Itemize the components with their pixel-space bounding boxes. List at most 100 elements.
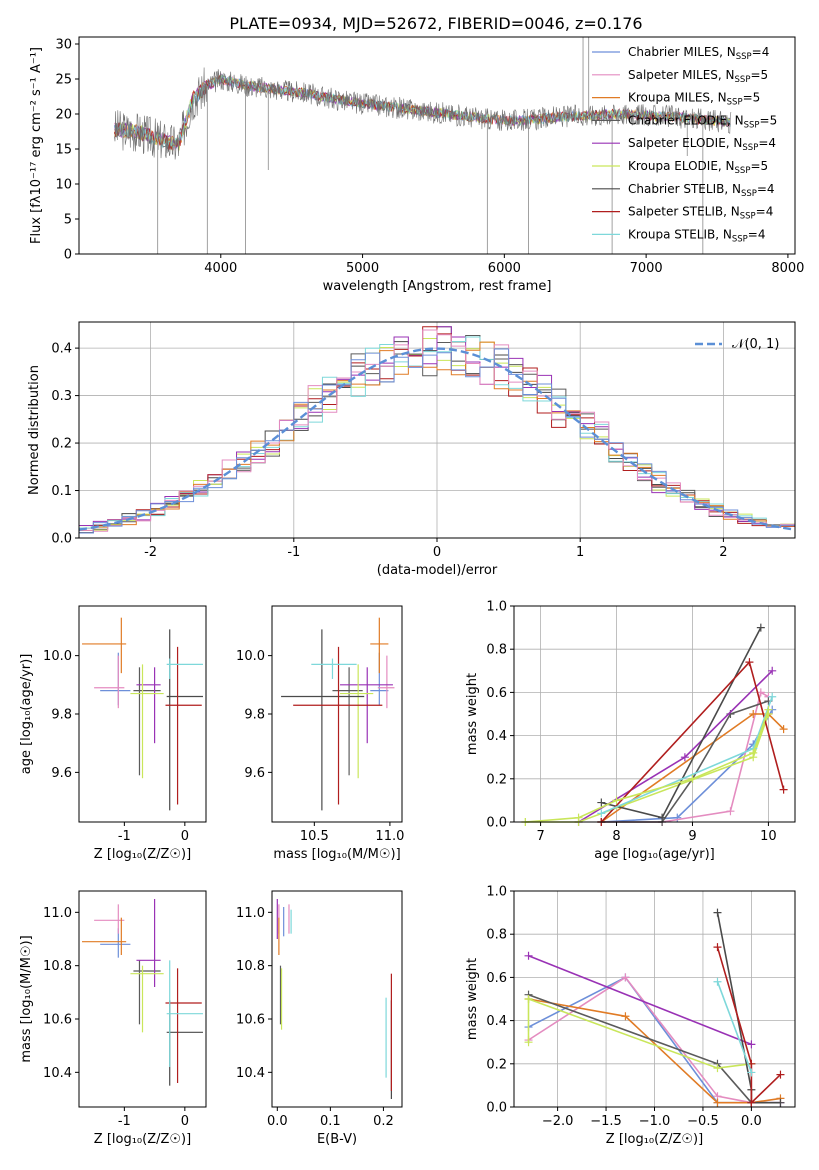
massweight-line — [716, 981, 753, 1073]
x-tick-label: 2 — [719, 545, 727, 560]
normal-curve — [79, 347, 795, 531]
figure-title: PLATE=0934, MJD=52672, FIBERID=0046, z=0… — [229, 14, 642, 33]
y-tick-label: 15 — [55, 143, 72, 158]
y-tick-label: 0.4 — [51, 342, 72, 357]
legend-entry: Chabrier ELODIE, NSSP=5 — [628, 113, 777, 130]
y-tick-label: 0 — [64, 248, 72, 263]
plot-area — [114, 37, 732, 254]
y-tick-label: 10.8 — [236, 959, 265, 974]
massweight-line — [525, 709, 770, 823]
spectrum-panel: 4000 5000 6000 7000 8000 0 5 10 15 20 25 30 waveleng… — [29, 36, 804, 294]
x-tick-label: 8000 — [771, 261, 804, 276]
x-tick-label: −2.0 — [542, 1114, 574, 1129]
x-tick-label: -1 — [287, 545, 300, 560]
y-tick-label: 1.0 — [486, 885, 507, 900]
x-tick-label: 5000 — [346, 261, 379, 276]
histogram-step — [79, 348, 795, 538]
legend-subscript: SSP — [732, 234, 748, 244]
legend-subscript: SSP — [740, 212, 756, 222]
legend-subscript: SSP — [744, 120, 760, 130]
y-tick-label: 9.8 — [244, 708, 265, 723]
y-tick-label: 0.4 — [486, 1014, 507, 1029]
massweight-line — [528, 955, 752, 1046]
axes-frame — [78, 890, 207, 1108]
legend-count: =5 — [760, 113, 778, 127]
massweight-marker — [726, 807, 735, 816]
y-axis-label: mass weight — [465, 958, 480, 1040]
y-tick-label: 11.0 — [43, 906, 72, 921]
massweight-marker — [713, 1064, 722, 1073]
legend-subscript: SSP — [735, 75, 751, 85]
massweight-marker — [524, 951, 533, 960]
x-tick-label: 0 — [181, 829, 189, 844]
legend-count: =4 — [752, 45, 770, 59]
y-tick-label: 10 — [55, 178, 72, 193]
age-vs-mass-panel: 10.5 11.0 9.6 9.8 10.0 mass [log₁₀(M/M☉)] — [236, 605, 404, 862]
legend-subscript: SSP — [727, 98, 743, 108]
age-vs-z-panel: -1 0 9.6 9.8 10.0 Z [log₁₀(Z/Z☉)] age [log₁₀(a… — [19, 605, 207, 862]
y-tick-label: 0.6 — [486, 686, 507, 701]
normal-legend-label: 𝒩(0, 1) — [732, 337, 779, 352]
x-tick-label: −1.5 — [590, 1114, 622, 1129]
massweight-marker — [524, 1038, 533, 1047]
massweight-marker — [768, 666, 777, 675]
x-tick-label: 9 — [688, 829, 696, 844]
spectrum-legend: Chabrier MILES, NSSP=4 Salpeter MILES, NS… — [592, 45, 777, 244]
massweight-marker — [764, 705, 773, 714]
y-axis-label: Normed distribution — [27, 365, 42, 495]
massweight-marker — [574, 813, 583, 822]
massweight-marker — [713, 943, 722, 952]
y-axis-label: Flux [fλ10⁻¹⁷ erg cm⁻² s⁻¹ A⁻¹] — [29, 47, 44, 244]
legend-entry: Chabrier STELIB, NSSP=4 — [628, 182, 775, 199]
y-axis-label: age [log₁₀(age/yr)] — [19, 654, 34, 775]
massweight-marker — [680, 753, 689, 762]
massweight-marker — [747, 1040, 756, 1049]
massweight-marker — [713, 908, 722, 917]
x-axis-label: mass [log₁₀(M/M☉)] — [273, 847, 400, 862]
x-tick-label: -2 — [144, 545, 157, 560]
y-tick-label: 10.6 — [43, 1013, 72, 1028]
y-tick-label: 0.3 — [51, 389, 72, 404]
y-tick-label: 10.4 — [43, 1066, 72, 1081]
massweight-marker — [749, 748, 758, 757]
massweight-marker — [524, 995, 533, 1003]
legend-count: =5 — [750, 159, 768, 173]
x-tick-label: -1 — [118, 1114, 131, 1129]
legend-entry: Kroupa ELODIE, NSSP=5 — [628, 159, 768, 176]
y-tick-label: 1.0 — [486, 600, 507, 615]
legend-subscript: SSP — [735, 166, 751, 176]
x-axis-label: age [log₁₀(age/yr)] — [594, 847, 715, 862]
massweight-marker — [747, 1068, 756, 1077]
x-tick-label: 7000 — [630, 261, 663, 276]
y-tick-label: 0.4 — [486, 729, 507, 744]
massweight-marker — [713, 977, 722, 986]
x-tick-label: 0.0 — [267, 1114, 288, 1129]
residual-histogram-panel: -2 -1 0 1 2 0.0 0.1 0.2 0.3 0.4 (data-model)/error… — [27, 321, 796, 578]
y-tick-label: 9.6 — [244, 766, 265, 781]
x-tick-label: −0.5 — [687, 1114, 719, 1129]
legend-entry: Kroupa STELIB, NSSP=4 — [628, 227, 766, 244]
legend-subscript: SSP — [742, 143, 758, 153]
legend-count: =5 — [750, 68, 768, 82]
massweight-marker — [713, 1098, 722, 1107]
massweight-marker — [776, 1070, 785, 1079]
massweight-line — [578, 670, 773, 823]
massweight-marker — [756, 623, 765, 632]
massweight-marker — [597, 798, 606, 807]
axes-frame — [271, 605, 403, 823]
y-tick-label: 5 — [64, 213, 72, 228]
y-tick-label: 10.4 — [236, 1066, 265, 1081]
x-tick-label: 0.2 — [373, 1114, 394, 1129]
x-axis-label: Z [log₁₀(Z/Z☉)] — [606, 1132, 703, 1147]
y-tick-label: 0.1 — [51, 484, 72, 499]
y-tick-label: 10.0 — [43, 649, 72, 664]
massweight-marker — [779, 785, 788, 794]
massweight-marker — [749, 710, 758, 718]
x-tick-label: 10 — [760, 829, 777, 844]
y-tick-label: 0.8 — [486, 643, 507, 658]
legend-subscript: SSP — [741, 189, 757, 199]
axes-frame — [78, 36, 796, 255]
y-tick-label: 10.6 — [236, 1013, 265, 1028]
x-tick-label: 0.0 — [741, 1114, 762, 1129]
